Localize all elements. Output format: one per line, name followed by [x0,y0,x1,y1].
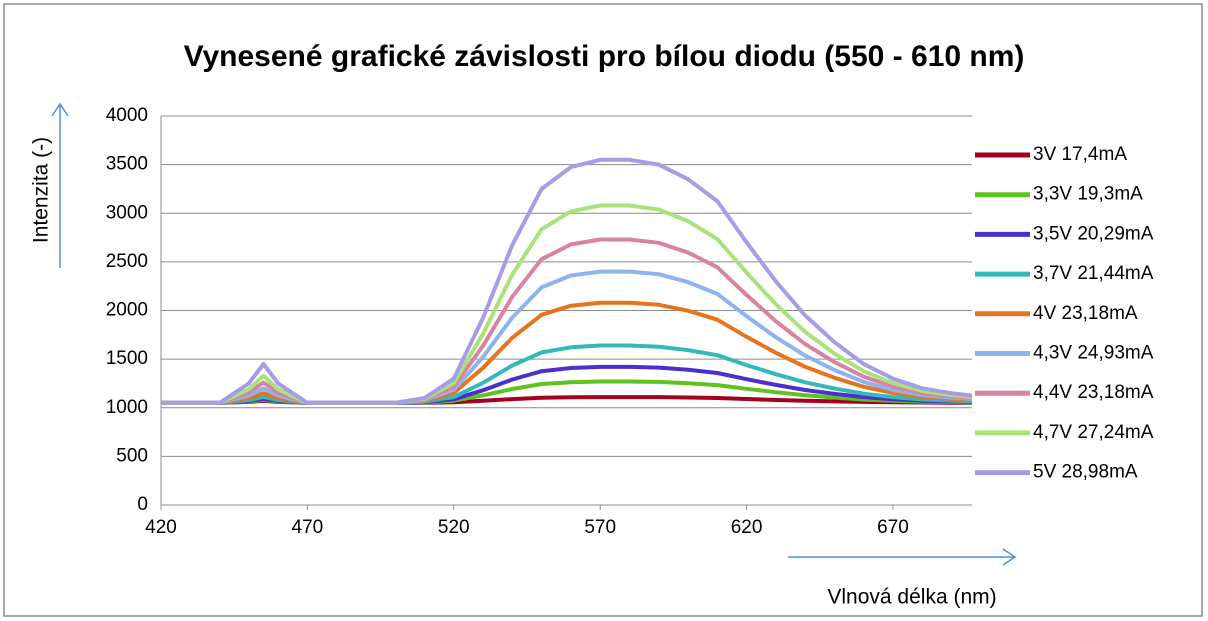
legend-label: 4V 23,18mA [1033,303,1138,324]
legend-label: 3V 17,4mA [1033,144,1127,165]
series-line [161,300,973,405]
y-tick-label: 2000 [106,300,148,321]
y-tick-label: 1500 [106,348,148,369]
series-line [161,269,973,405]
series-line [161,343,973,405]
legend-label: 4,3V 24,93mA [1033,343,1154,364]
x-axis-arrow [788,548,1017,566]
chart-title: Vynesené grafické závislosti pro bílou d… [184,40,1025,73]
x-axis-label: Vlnová délka (nm) [827,586,996,609]
y-tick-label: 1000 [106,397,148,418]
x-tick-label: 670 [877,517,909,538]
y-tick-label: 4000 [106,105,148,126]
x-tick-label: 620 [731,517,763,538]
x-tick-label: 420 [145,517,177,538]
y-axis-arrow [51,102,69,268]
x-tick-label: 520 [438,517,470,538]
legend-label: 3,3V 19,3mA [1033,184,1143,205]
series-line [161,157,973,405]
legend-label: 4,7V 27,24mA [1033,422,1154,443]
x-tick-label: 570 [584,517,616,538]
y-tick-label: 2500 [106,251,148,272]
legend-label: 3,5V 20,29mA [1033,223,1154,244]
series-line [161,237,973,405]
x-tick-label: 470 [292,517,324,538]
y-tick-label: 500 [116,445,148,466]
y-axis-label: Intenzita (-) [30,137,53,243]
y-tick-label: 0 [137,494,148,515]
y-tick-label: 3000 [106,202,148,223]
legend-label: 5V 28,98mA [1033,462,1138,483]
legend-label: 3,7V 21,44mA [1033,263,1154,284]
series-line [161,203,973,405]
y-tick-label: 3500 [106,154,148,175]
legend-label: 4,4V 23,18mA [1033,382,1154,403]
